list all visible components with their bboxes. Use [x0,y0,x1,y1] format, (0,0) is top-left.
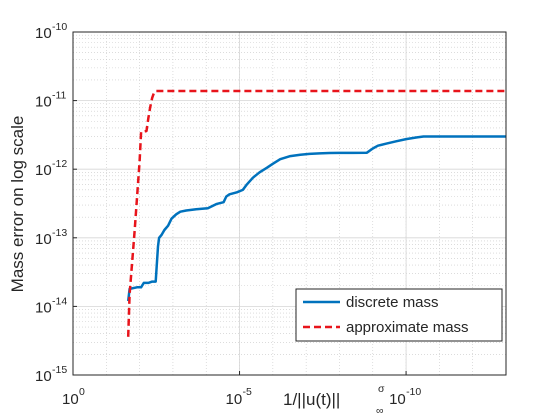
x-tick-label-exponent: 0 [79,386,85,398]
legend-box [295,288,503,342]
series-line-approximate-mass [126,89,506,337]
x-axis-title: 1/||u(t)|| σ ∞ [283,383,385,417]
x-tick-label: 10 [389,391,406,408]
y-axis-title-text: Mass error on log scale [8,116,27,293]
legend-label-approximate-mass: approximate mass [346,319,469,336]
y-tick-label-exponent: -10 [52,21,67,33]
y-tick-label: 10 [35,25,52,42]
y-tick-label: 10 [35,368,52,385]
x-axis-title-subscript: ∞ [376,405,384,417]
y-tick-label: 10 [35,231,52,248]
y-tick-label-exponent: -12 [52,158,67,170]
y-tick-label-exponent: -13 [52,227,67,239]
series-layer [126,89,506,337]
y-tick-label: 10 [35,94,52,111]
series-line-discrete-mass [126,135,506,302]
x-axis-title-text: 1/||u(t)|| [283,390,340,409]
plot-frame [72,31,507,376]
legend: discrete mass approximate mass [295,288,503,342]
grid [72,31,507,376]
x-axis-title-superscript: σ [378,383,385,395]
legend-label-discrete-mass: discrete mass [346,294,439,311]
y-tick-label-exponent: -15 [52,364,67,376]
y-tick-label: 10 [35,162,52,179]
x-tick-label: 10 [62,391,79,408]
y-tick-label-exponent: -11 [52,90,67,102]
y-tick-label: 10 [35,299,52,316]
x-tick-label-exponent: -5 [243,386,252,398]
x-tick-label-exponent: -10 [406,386,421,398]
y-tick-label-exponent: -14 [52,295,67,307]
y-axis-title: Mass error on log scale [8,116,27,293]
x-tick-label: 10 [226,391,243,408]
